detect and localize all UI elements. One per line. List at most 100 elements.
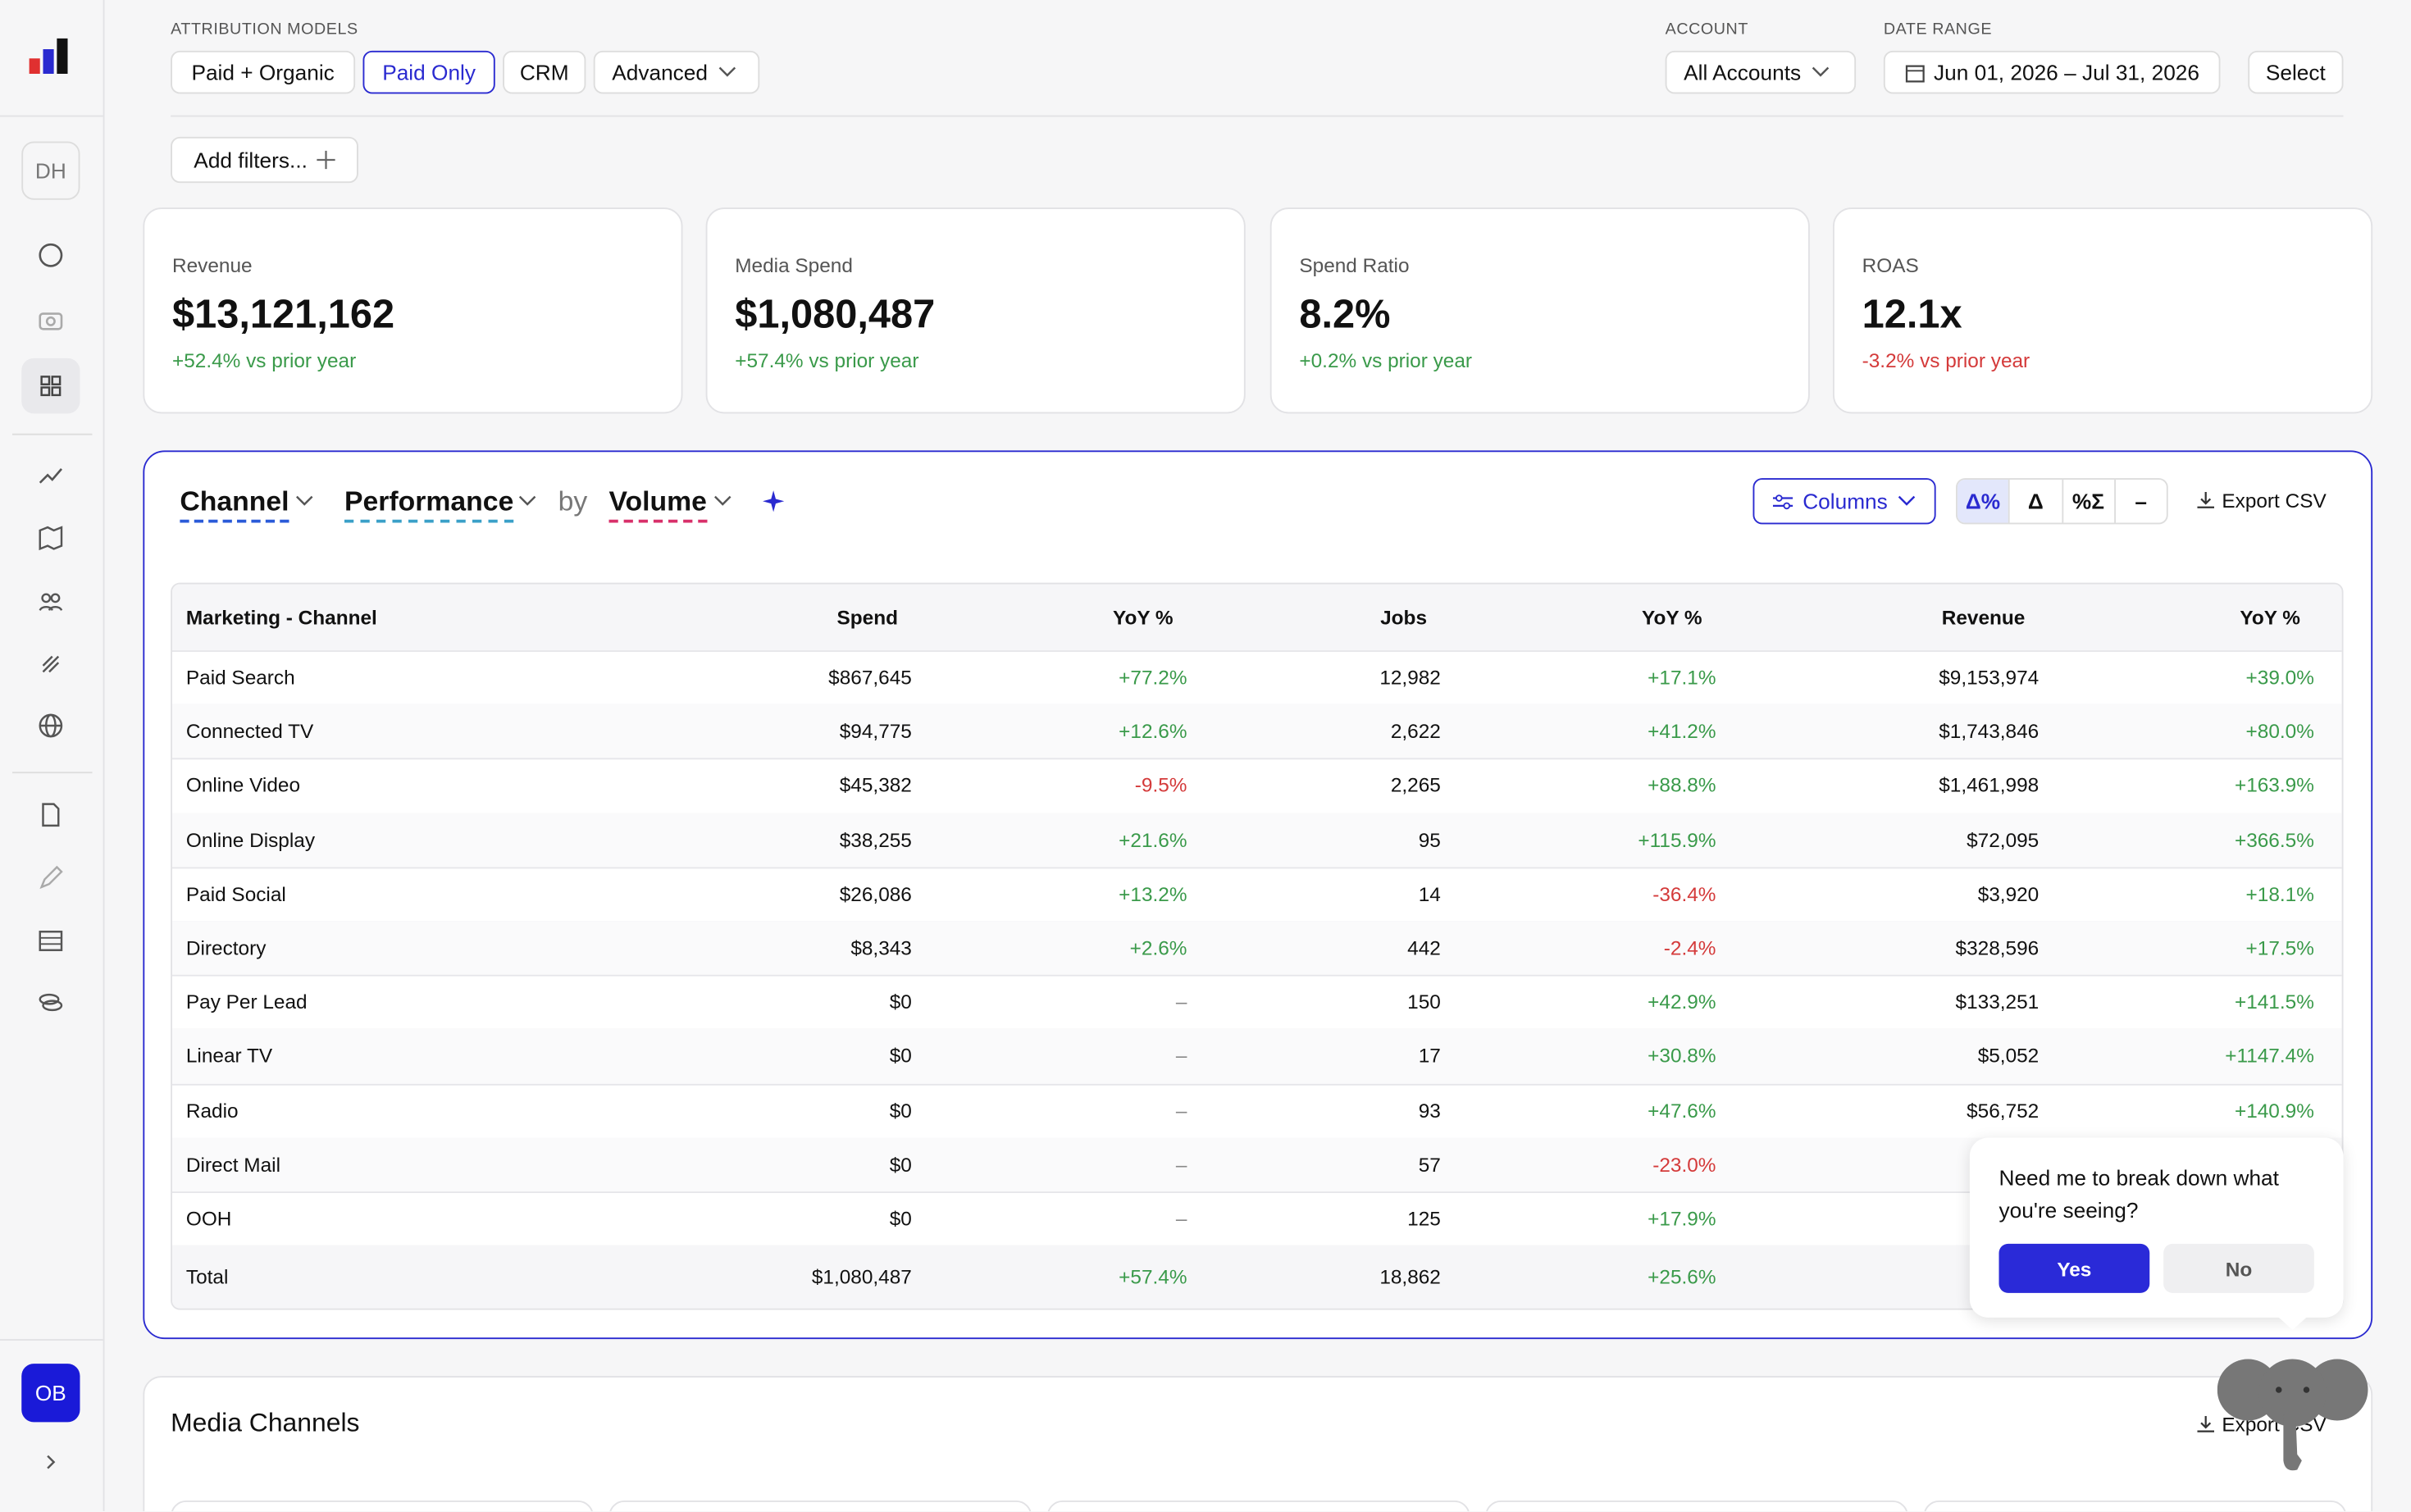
table-cell: – (1175, 1098, 1187, 1122)
coins-icon[interactable] (37, 989, 65, 1017)
report-card: Channel Performance by Volume Columns Δ%… (143, 450, 2373, 1340)
table-cell: +41.2% (1648, 719, 1716, 743)
date-range-picker[interactable]: Jun 01, 2026 – Jul 31, 2026 (1883, 50, 2221, 94)
user-avatar[interactable]: DH (21, 141, 80, 200)
breakdown-selector[interactable]: Volume (608, 486, 707, 523)
table-cell: – (1175, 1206, 1187, 1230)
kpi-change: +52.4% vs prior year (172, 348, 357, 372)
table-cell: 95 (1418, 827, 1441, 851)
column-header: Spend (836, 605, 898, 629)
table-row: Pay Per Lead $0 – 150 +42.9% $133,251 +141.5% (172, 975, 2342, 1029)
table-cell: +77.2% (1119, 665, 1187, 689)
table-cell: +17.9% (1648, 1206, 1716, 1230)
add-filters-button[interactable]: Add filters... (171, 136, 358, 184)
table-cell: $56,752 (1967, 1098, 2040, 1122)
export-button[interactable]: Export CSV (2197, 489, 2327, 512)
kpi-card: ROAS 12.1x -3.2% vs prior year (1833, 207, 2373, 414)
account-dropdown[interactable]: All Accounts (1665, 50, 1857, 94)
select-button[interactable]: Select (2248, 50, 2344, 94)
table-cell: +21.6% (1119, 827, 1187, 851)
download-icon (2197, 1415, 2214, 1432)
table-cell: 17 (1418, 1044, 1441, 1068)
chevron (719, 66, 736, 77)
table-cell: -2.4% (1663, 936, 1716, 959)
table-cell: 2,622 (1390, 719, 1441, 743)
table-cell: -36.4% (1652, 881, 1716, 905)
chat-icon[interactable] (37, 241, 65, 269)
row-label: Direct Mail (185, 1152, 281, 1176)
expand-icon[interactable] (43, 1453, 59, 1472)
row-label: Paid Search (185, 665, 295, 689)
column-header: YoY % (1113, 605, 1174, 629)
trend-icon[interactable] (37, 462, 65, 490)
table-cell: +115.9% (1638, 827, 1716, 851)
date-text: Jun 01, 2026 – Jul 31, 2026 (1933, 60, 2200, 85)
divider (12, 433, 93, 435)
table-cell: $9,153,974 (1939, 665, 2040, 689)
model-button[interactable]: Paid + Organic (171, 50, 356, 94)
table-cell: $5,052 (1977, 1044, 2040, 1068)
dashboard-icon[interactable] (37, 372, 65, 400)
button-text: Columns (1803, 489, 1888, 514)
document-icon[interactable] (37, 801, 65, 829)
mode-button[interactable]: Δ (2008, 480, 2061, 523)
yes-button[interactable]: Yes (1999, 1243, 2150, 1293)
plus-icon (317, 150, 335, 170)
mascot[interactable] (2217, 1353, 2368, 1476)
table-row: Radio $0 – 93 +47.6% $56,752 +140.9% (172, 1083, 2342, 1137)
column-header: Marketing - Channel (185, 605, 377, 629)
table-cell: $3,920 (1977, 881, 2040, 905)
table-cell: $72,095 (1967, 827, 2040, 851)
channel-tile (1923, 1501, 2347, 1512)
row-label: Online Video (185, 773, 301, 797)
kpi-label: ROAS (1862, 253, 1919, 277)
table-icon[interactable] (37, 927, 65, 955)
row-divider (172, 867, 2342, 868)
mode-button-selected[interactable]: Δ% (1957, 480, 2009, 523)
table-cell: $0 (889, 1206, 912, 1230)
mode-button[interactable]: – (2113, 480, 2167, 523)
people-icon[interactable] (37, 587, 65, 615)
account-avatar[interactable]: OB (21, 1364, 80, 1423)
row-label: Online Display (185, 827, 316, 851)
no-button[interactable]: No (2163, 1243, 2314, 1293)
row-divider (172, 758, 2342, 760)
divider (171, 115, 2344, 117)
model-button[interactable]: CRM (503, 50, 586, 94)
table-cell: 14 (1418, 881, 1441, 905)
table-cell: +25.6% (1648, 1265, 1716, 1289)
sparkle-icon[interactable] (763, 490, 785, 512)
kpi-change: -3.2% vs prior year (1862, 348, 2030, 372)
label: ATTRIBUTION MODELS (171, 20, 358, 39)
table-cell: $1,461,998 (1939, 773, 2040, 797)
row-divider (172, 650, 2342, 652)
table-cell: $8,343 (850, 936, 912, 959)
columns-button[interactable]: Columns (1752, 478, 1936, 525)
row-label: Linear TV (185, 1044, 273, 1068)
map-icon[interactable] (37, 524, 65, 552)
table-cell: +141.5% (2234, 990, 2314, 1013)
dimension-selector[interactable]: Channel (180, 486, 289, 523)
rocket-icon[interactable] (37, 650, 65, 678)
metric-selector[interactable]: Performance (344, 486, 514, 523)
kpi-label: Spend Ratio (1299, 253, 1410, 277)
model-button-selected[interactable]: Paid Only (362, 50, 495, 94)
table-row: Paid Search $867,645 +77.2% 12,982 +17.1% $9,… (172, 650, 2342, 704)
table-row: OOH $0 – 125 +17.9% (172, 1191, 2342, 1246)
media-channels-card: Media Channels Export CSV (143, 1376, 2373, 1512)
chevron (1898, 495, 1915, 506)
kpi-value: $1,080,487 (735, 290, 936, 337)
camera-icon[interactable] (37, 306, 65, 334)
row-label: Connected TV (185, 719, 314, 743)
pencil-icon[interactable] (37, 864, 65, 892)
kpi-value: 8.2% (1299, 290, 1391, 337)
globe-icon[interactable] (37, 712, 65, 740)
table-cell: $45,382 (839, 773, 912, 797)
row-label: Pay Per Lead (185, 990, 308, 1013)
table-cell: $0 (889, 1098, 912, 1122)
mode-button[interactable]: %Σ (2061, 480, 2113, 523)
model-dropdown[interactable]: Advanced (593, 50, 760, 94)
table-cell: 12,982 (1379, 665, 1441, 689)
kpi-value: 12.1x (1862, 290, 1962, 337)
